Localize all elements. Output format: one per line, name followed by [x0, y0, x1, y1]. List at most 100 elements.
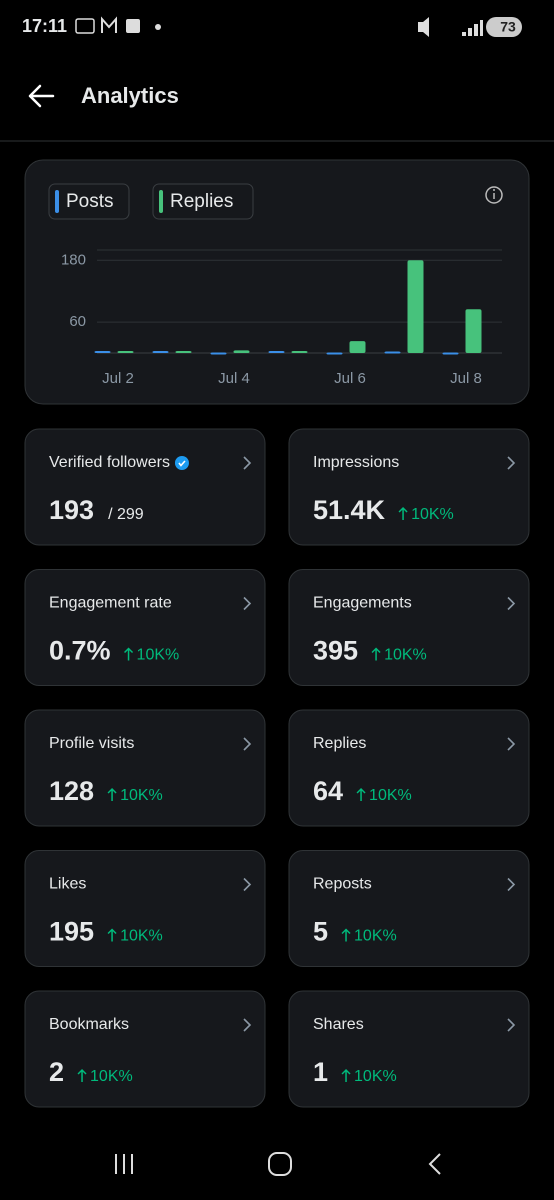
metric-change: 10K% — [369, 787, 412, 804]
metric-value: 2 — [49, 1057, 64, 1087]
chevron — [507, 877, 516, 892]
metric-card[interactable] — [24, 428, 266, 546]
bar — [291, 351, 308, 353]
signal-icon — [462, 20, 483, 36]
status-icon — [126, 19, 140, 33]
bar — [94, 351, 111, 353]
metric-label: Replies — [313, 735, 366, 752]
x-tick-label: Jul 2 — [102, 370, 134, 387]
metric-label: Engagements — [313, 595, 412, 612]
chevron — [243, 456, 252, 470]
chevron — [507, 596, 516, 611]
metric-change: 10K% — [90, 1068, 133, 1085]
info-icon — [493, 189, 495, 191]
metric-total: / 299 — [108, 506, 144, 523]
chevron — [243, 1018, 252, 1032]
metric-change: 10K% — [137, 647, 180, 664]
battery — [486, 17, 522, 37]
up-arrow — [341, 1068, 351, 1082]
info-icon[interactable] — [485, 186, 503, 204]
y-tick-label: 180 — [61, 251, 86, 268]
legend-chip[interactable] — [152, 183, 254, 220]
bar — [233, 350, 250, 353]
metric-value: 193 — [49, 495, 94, 525]
metric-value: 195 — [49, 917, 94, 947]
page-title: Analytics — [81, 83, 179, 108]
bar — [268, 351, 285, 353]
chevron — [507, 737, 516, 751]
nav-back[interactable] — [428, 1153, 441, 1175]
verified-check — [178, 460, 186, 467]
chart-card — [24, 159, 530, 405]
metric-value: 1 — [313, 1057, 328, 1087]
chevron — [507, 1018, 516, 1032]
nav-home[interactable] — [268, 1152, 292, 1176]
bar — [465, 309, 482, 353]
metric-change: 10K% — [411, 506, 454, 523]
up-arrow — [341, 928, 351, 942]
legend-swatch — [159, 190, 163, 213]
metric-change: 10K% — [354, 1068, 397, 1085]
bar — [326, 352, 343, 355]
metric-card[interactable] — [24, 569, 266, 686]
metric-label: Bookmarks — [49, 1016, 129, 1033]
x-tick-label: Jul 8 — [450, 370, 482, 387]
bar — [117, 351, 134, 353]
metric-card[interactable] — [288, 428, 530, 546]
metric-label: Shares — [313, 1016, 364, 1033]
chevron — [243, 877, 252, 892]
metric-card[interactable] — [288, 709, 530, 827]
metric-label: Likes — [49, 876, 86, 893]
chevron — [507, 456, 516, 470]
bar — [442, 352, 459, 355]
metric-card[interactable] — [288, 850, 530, 967]
bar — [175, 351, 192, 353]
status-icon — [101, 16, 117, 33]
up-arrow — [356, 787, 366, 801]
metric-value: 128 — [49, 776, 94, 806]
metric-label: Profile visits — [49, 735, 134, 752]
metric-card[interactable] — [288, 569, 530, 686]
metric-card[interactable] — [24, 709, 266, 827]
bar — [384, 351, 401, 354]
bar — [210, 352, 227, 355]
up-arrow — [371, 647, 381, 661]
metric-label: Reposts — [313, 876, 372, 893]
status-time: 17:11 — [22, 16, 67, 36]
legend-label: Replies — [170, 191, 233, 212]
metric-value: 395 — [313, 636, 358, 666]
y-tick-label: 60 — [69, 313, 86, 330]
up-arrow — [107, 928, 117, 942]
nav-recents[interactable] — [115, 1154, 133, 1174]
metric-card[interactable] — [288, 990, 530, 1108]
metric-change: 10K% — [120, 928, 163, 945]
metric-change: 10K% — [120, 787, 163, 804]
bar — [349, 341, 366, 353]
battery-level: 73 — [500, 19, 516, 35]
metric-value: 0.7% — [49, 636, 111, 666]
metric-label: Impressions — [313, 454, 399, 471]
metric-value: 64 — [313, 776, 343, 806]
metric-change: 10K% — [354, 928, 397, 945]
chevron — [243, 737, 252, 751]
status-icon — [75, 18, 95, 34]
bar — [407, 260, 424, 353]
metric-label: Verified followers — [49, 454, 170, 471]
metric-card[interactable] — [24, 850, 266, 967]
x-tick-label: Jul 6 — [334, 370, 366, 387]
back-button[interactable] — [28, 84, 55, 108]
bar — [152, 351, 169, 353]
up-arrow — [398, 506, 408, 520]
verified-badge — [174, 456, 189, 470]
status-dot — [155, 24, 161, 30]
legend-chip[interactable] — [48, 183, 130, 220]
up-arrow — [107, 787, 117, 801]
legend-label: Posts — [66, 191, 114, 212]
x-tick-label: Jul 4 — [218, 370, 250, 387]
metric-label: Engagement rate — [49, 595, 172, 612]
metric-value: 51.4K — [313, 495, 386, 525]
metric-value: 5 — [313, 917, 328, 947]
metric-card[interactable] — [24, 990, 266, 1108]
metric-change: 10K% — [384, 647, 427, 664]
up-arrow — [77, 1068, 87, 1082]
